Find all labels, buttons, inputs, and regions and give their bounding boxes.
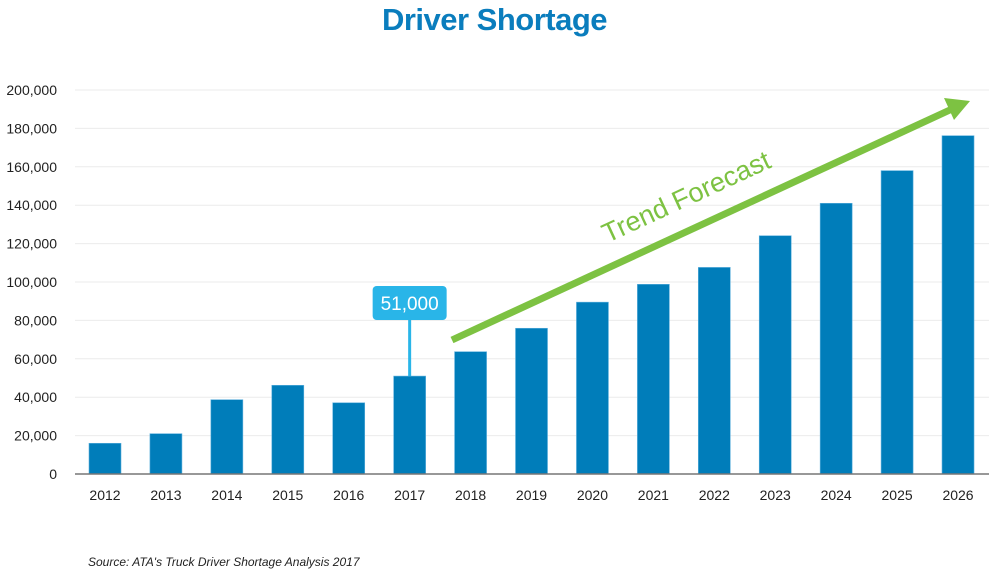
callout-label: 51,000 <box>381 294 439 315</box>
trend-arrow-head <box>944 98 970 120</box>
trend-arrow-line <box>450 105 954 344</box>
bar <box>88 442 122 475</box>
x-tick-label: 2023 <box>760 487 791 503</box>
y-tick-label: 100,000 <box>6 274 57 290</box>
bar <box>210 399 244 475</box>
bar <box>758 235 792 475</box>
y-tick-label: 200,000 <box>6 82 57 98</box>
x-tick-label: 2016 <box>333 487 364 503</box>
y-tick-label: 80,000 <box>14 312 57 328</box>
x-tick-label: 2013 <box>150 487 181 503</box>
bar <box>819 202 853 475</box>
bar <box>576 301 609 475</box>
bar <box>332 402 366 475</box>
x-tick-label: 2017 <box>394 487 425 503</box>
y-tick-label: 40,000 <box>14 389 57 405</box>
y-tick-label: 60,000 <box>14 351 57 367</box>
bar <box>515 327 548 475</box>
x-tick-label: 2018 <box>455 487 486 503</box>
x-tick-label: 2021 <box>638 487 669 503</box>
bar <box>941 135 975 475</box>
x-tick-label: 2020 <box>577 487 608 503</box>
y-tick-label: 120,000 <box>6 236 57 252</box>
x-tick-label: 2015 <box>272 487 303 503</box>
callout-box <box>372 286 447 320</box>
bar <box>880 170 914 475</box>
bar <box>454 351 487 475</box>
bar <box>271 384 305 475</box>
x-tick-label: 2024 <box>821 487 852 503</box>
source-note: Source: ATA's Truck Driver Shortage Anal… <box>88 555 360 569</box>
y-tick-label: 180,000 <box>6 120 57 136</box>
y-tick-label: 20,000 <box>14 428 57 444</box>
x-tick-label: 2025 <box>882 487 913 503</box>
x-tick-label: 2022 <box>699 487 730 503</box>
y-tick-label: 0 <box>49 466 57 482</box>
x-tick-label: 2014 <box>211 487 242 503</box>
x-tick-label: 2026 <box>942 487 973 503</box>
x-tick-label: 2012 <box>89 487 120 503</box>
x-tick-label: 2019 <box>516 487 547 503</box>
y-tick-label: 160,000 <box>6 159 57 175</box>
bar <box>697 267 731 475</box>
bar <box>149 433 183 475</box>
bar <box>393 375 426 475</box>
y-tick-label: 140,000 <box>6 197 57 213</box>
bar <box>637 284 670 475</box>
chart-title: Driver Shortage <box>381 2 608 37</box>
